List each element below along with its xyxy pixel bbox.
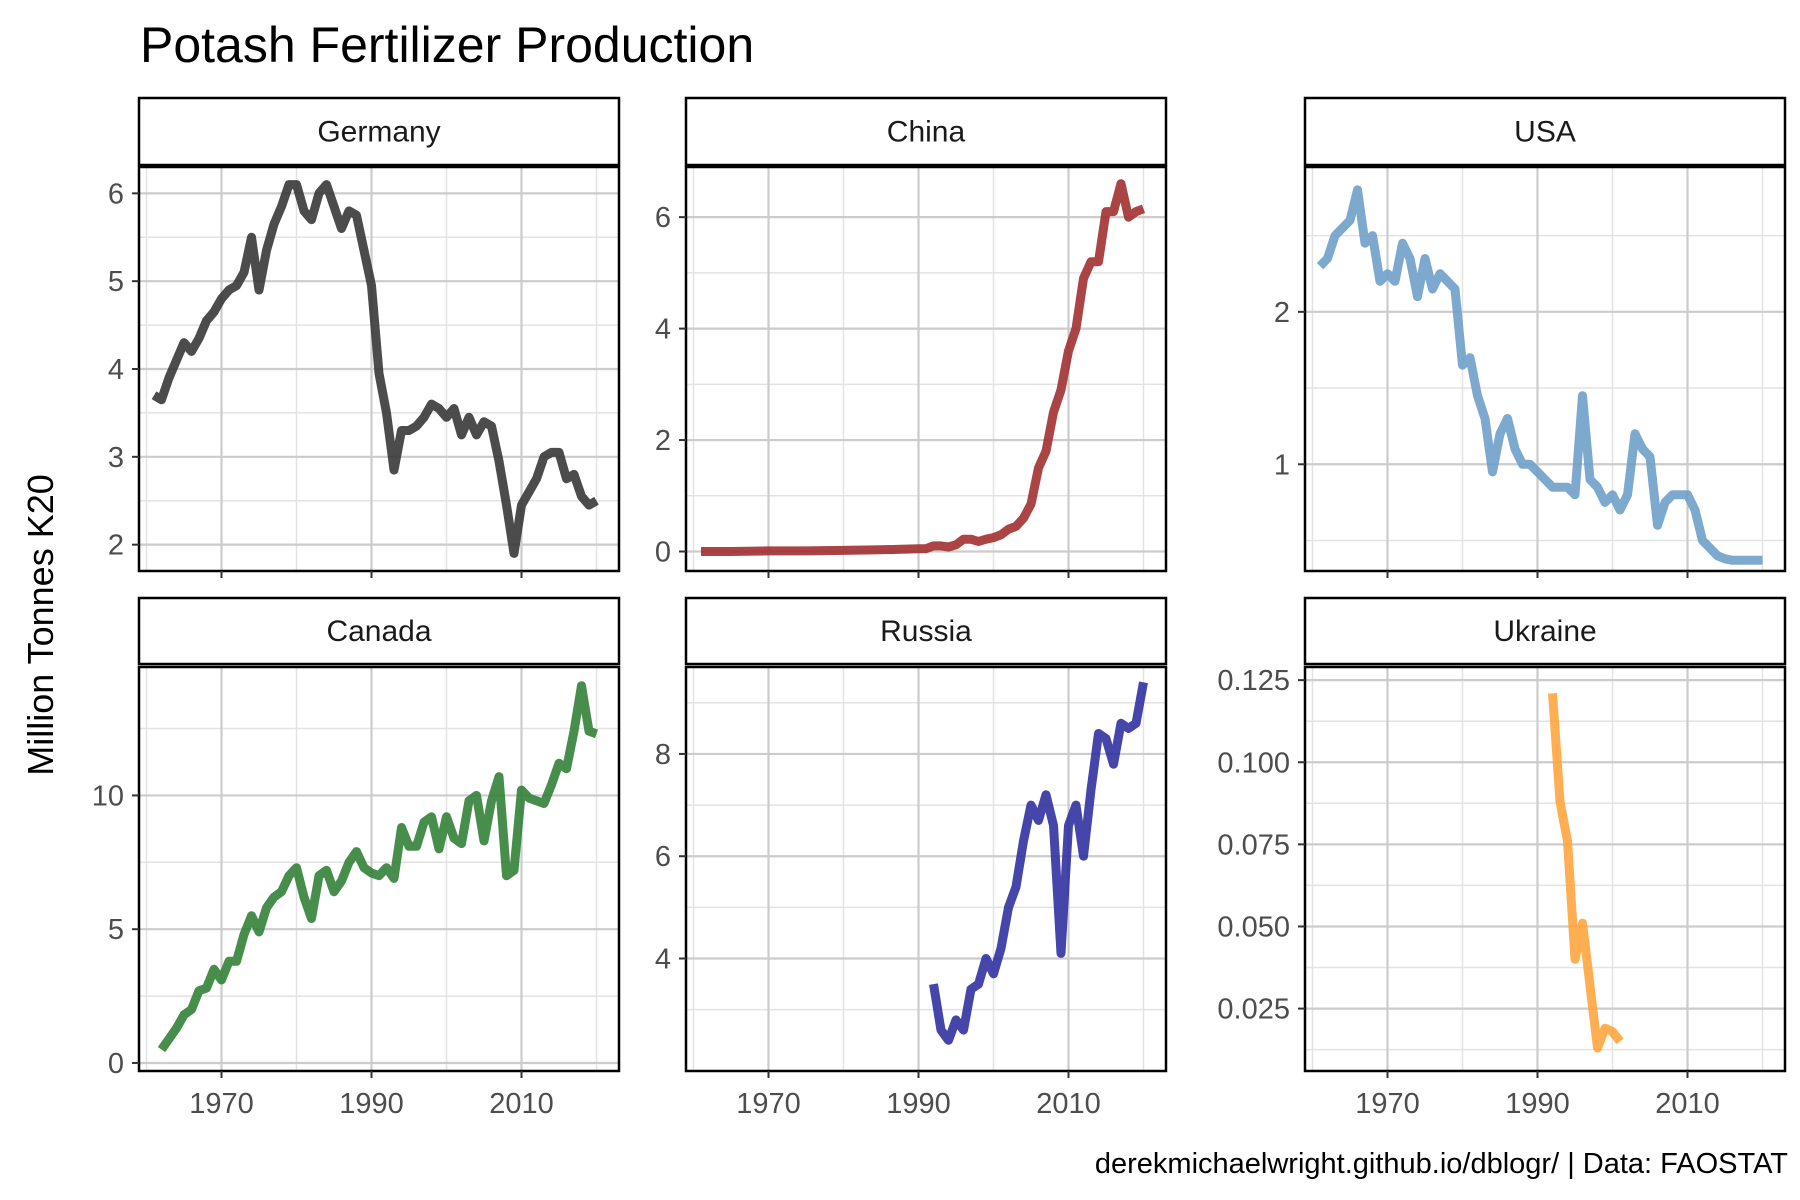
x-tick-label: 1990 <box>886 1088 951 1120</box>
series-line-usa <box>1316 185 1763 565</box>
chart-caption: derekmichaelwright.github.io/dblogr/ | D… <box>1095 1148 1788 1180</box>
facet-china: China 0 2 4 6 <box>655 96 1168 578</box>
y-tick-label: 4 <box>655 314 671 346</box>
panel-border <box>137 665 621 1073</box>
y-tick-label: 4 <box>655 943 671 975</box>
y-tick-label: 1 <box>1274 449 1290 481</box>
series-line-germany <box>151 180 599 558</box>
y-tick-label: 2 <box>108 530 124 562</box>
y-tick-label: 0.075 <box>1217 829 1290 861</box>
y-tick-label: 2 <box>655 425 671 457</box>
x-tick-label: 1970 <box>1355 1088 1420 1120</box>
y-tick-label: 10 <box>92 780 124 812</box>
facet-strip <box>684 96 1168 167</box>
series-line-china <box>701 179 1146 556</box>
y-axis-label: Million Tonnes K20 <box>20 474 61 776</box>
y-tick-label: 0.100 <box>1217 747 1290 779</box>
x-tick-label: 2010 <box>1655 1088 1720 1120</box>
y-tick-label: 0.050 <box>1217 911 1290 943</box>
facet-label: Canada <box>326 615 431 648</box>
facet-label: Germany <box>317 116 440 149</box>
y-tick-label: 6 <box>108 178 124 210</box>
facet-strip <box>137 596 621 666</box>
y-tick-label: 0 <box>655 536 671 568</box>
facet-canada: Canada 0 5 10 1970 1990 2010 <box>92 596 621 1120</box>
x-tick-label: 1990 <box>339 1088 404 1120</box>
facets-group: Germany 2 3 4 5 6 China 0 2 4 6 USA 1 2 Canada 0 5 10 1970… <box>92 96 1787 1120</box>
x-tick-label: 2010 <box>489 1088 554 1120</box>
facet-usa: USA 1 2 <box>1274 96 1787 578</box>
chart-title: Potash Fertilizer Production <box>140 17 754 73</box>
x-tick-label: 1970 <box>736 1088 801 1120</box>
y-tick-label: 3 <box>108 442 124 474</box>
y-tick-label: 8 <box>655 739 671 771</box>
facet-germany: Germany 2 3 4 5 6 <box>108 96 621 578</box>
y-tick-label: 0.125 <box>1217 665 1290 697</box>
y-tick-label: 0 <box>108 1048 124 1080</box>
panel-border <box>684 165 1168 573</box>
x-tick-label: 1990 <box>1505 1088 1570 1120</box>
y-tick-label: 2 <box>1274 297 1290 329</box>
x-tick-label: 1970 <box>189 1088 254 1120</box>
series-line-ukraine <box>1548 692 1624 1053</box>
panel-border <box>1303 165 1787 573</box>
facet-label: China <box>887 116 966 149</box>
facet-label: USA <box>1514 116 1576 149</box>
facet-ukraine: Ukraine 0.025 0.050 0.075 0.100 0.125 1970 1990… <box>1217 596 1787 1120</box>
series-line-canada <box>157 681 599 1053</box>
y-tick-label: 6 <box>655 841 671 873</box>
facet-strip <box>1303 96 1787 167</box>
facet-strip <box>1303 596 1787 666</box>
facet-russia: Russia 4 6 8 1970 1990 2010 <box>655 596 1168 1120</box>
panel-border <box>684 665 1168 1073</box>
series-line-russia <box>929 681 1148 1045</box>
y-tick-label: 5 <box>108 266 124 298</box>
y-tick-label: 6 <box>655 202 671 234</box>
facet-label: Russia <box>880 615 972 648</box>
y-tick-label: 4 <box>108 354 124 386</box>
facet-label: Ukraine <box>1493 615 1596 648</box>
facet-strip <box>137 96 621 167</box>
panel-border <box>1303 665 1787 1073</box>
y-tick-label: 0.025 <box>1217 994 1290 1026</box>
y-tick-label: 5 <box>108 914 124 946</box>
facet-strip <box>684 596 1168 666</box>
x-tick-label: 2010 <box>1036 1088 1101 1120</box>
